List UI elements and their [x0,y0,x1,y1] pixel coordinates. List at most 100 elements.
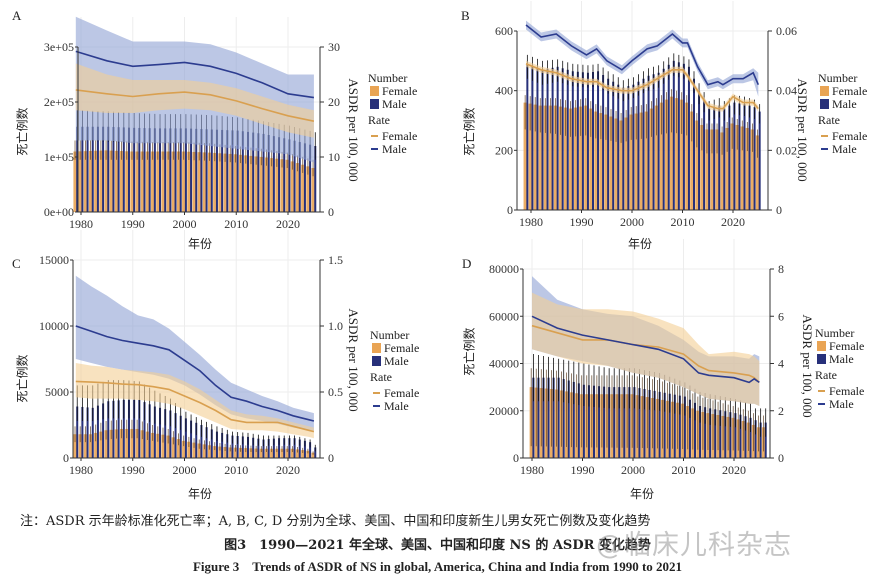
left-tick-label: 20000 [489,404,519,418]
male-number-bar [758,111,761,210]
female-number-bar [94,150,98,212]
female-number-bar [285,448,289,458]
male-number-bar [283,438,286,458]
female-number-bar [558,106,563,210]
female-number-bar [244,155,248,212]
male-number-bar [278,438,281,458]
male-number-bar [262,439,265,458]
male-number-bar [309,144,312,212]
male-number-bar [537,377,540,458]
male-number-bar [728,105,731,210]
panel-c-legend: Number Female Male Rate Female Male [370,329,419,413]
male-number-bar [572,381,575,458]
female-number-bar [690,111,694,210]
panel-d: 0 20000 40000 60000 80000 0 2 4 6 8 1980 1990 2000 20… [489,239,784,477]
male-number-bar [532,377,535,458]
male-number-bar [648,389,651,458]
male-number-bar [236,436,239,458]
male-number-bar [86,407,89,458]
right-tick-label: 0 [328,451,334,465]
female-number-bar [140,151,144,212]
female-number-bar [218,446,222,458]
female-rate-uncertainty-band [532,292,760,406]
female-number-bar [270,158,274,212]
caption-title-cn: 图3 1990—2021 年全球、美国、中国和印度 NS 的 ASDR 变化趋势 [224,538,651,553]
female-number-bar [604,114,608,210]
male-number-bar [309,442,312,458]
female-number-bar [161,434,165,458]
female-number-bar [161,151,165,212]
male-number-bar [567,380,570,458]
legend-female-rate: Female [829,384,865,398]
female-number-bar [213,152,217,212]
female-number-bar [249,448,253,458]
legend-rate-title: Rate [368,113,390,127]
male-number-bar [613,387,616,458]
male-number-bar [133,127,136,212]
male-number-bar [541,69,544,211]
female-number-bar [197,152,201,212]
female-line-swatch [373,392,380,394]
female-bar-swatch [820,86,829,96]
male-number-bar [184,418,187,458]
female-number-bar [171,151,175,212]
x-tick-label: 2000 [173,217,197,231]
female-number-bar [574,107,578,210]
male-number-bar [205,129,208,212]
male-number-bar [603,386,606,458]
left-tick-label: 5000 [45,385,69,399]
female-number-bar [202,444,206,458]
male-number-bar [622,87,625,210]
female-number-bar [670,96,674,210]
male-number-bar [303,440,306,458]
male-number-bar [571,71,574,211]
female-number-bar [239,154,243,212]
female-number-bar [654,105,659,210]
legend-female: Female [829,339,865,353]
male-number-bar [526,63,529,210]
male-number-bar [205,427,208,458]
left-tick-label: 10000 [39,319,69,333]
male-number-bar [267,439,270,458]
right-tick-label: 0 [778,451,784,465]
male-number-bar [557,377,560,458]
male-number-bar [81,406,84,458]
male-number-bar [748,105,751,210]
male-rate-line [531,315,760,384]
male-number-bar [247,436,249,458]
female-line-swatch [821,135,828,137]
male-rate-line [75,325,315,422]
male-number-bar [531,65,534,210]
right-tick-label: 0 [776,203,782,217]
panel-c-xlabel: 年份 [188,487,213,501]
right-tick-label: 6 [778,309,784,323]
male-number-bar [164,128,167,212]
panel-a-ylabel: 死亡例数 [15,107,30,156]
left-tick-label: 60000 [489,309,519,323]
male-number-bar [576,71,579,211]
legend-male-rate: Male [382,142,407,156]
male-number-bar [764,422,767,458]
legend-male-rate: Male [832,142,857,156]
female-number-bar [538,105,542,210]
legend-male: Male [832,97,857,111]
panel-a-legend: Number Female Male Rate Female Male [368,72,417,156]
male-number-bar [303,143,306,212]
female-number-bar [125,428,129,458]
legend-rate-title: Rate [370,370,392,384]
male-number-bar [102,126,105,212]
male-number-bar [164,409,167,458]
female-number-bar [685,102,689,210]
female-number-bar [114,429,119,458]
male-number-bar [704,407,707,458]
male-number-bar [215,129,218,212]
male-number-bar [637,81,640,210]
female-number-bar [259,157,263,212]
female-number-bar [710,129,714,210]
male-number-bar [293,140,296,212]
female-number-bar [182,440,186,458]
female-number-bar [151,432,155,458]
panel-d-legend: Number Female Male Rate Female Male [815,327,864,411]
male-number-bar [683,396,686,458]
right-tick-label: 20 [328,95,340,109]
